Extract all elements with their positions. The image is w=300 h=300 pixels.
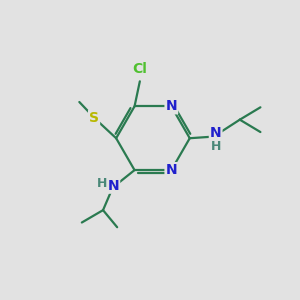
- Text: Cl: Cl: [132, 62, 147, 76]
- Text: S: S: [89, 111, 99, 124]
- Text: N: N: [210, 126, 221, 140]
- Text: N: N: [107, 179, 119, 193]
- Text: H: H: [97, 177, 107, 190]
- Text: N: N: [166, 163, 177, 177]
- Text: N: N: [166, 99, 177, 113]
- Text: H: H: [211, 140, 221, 153]
